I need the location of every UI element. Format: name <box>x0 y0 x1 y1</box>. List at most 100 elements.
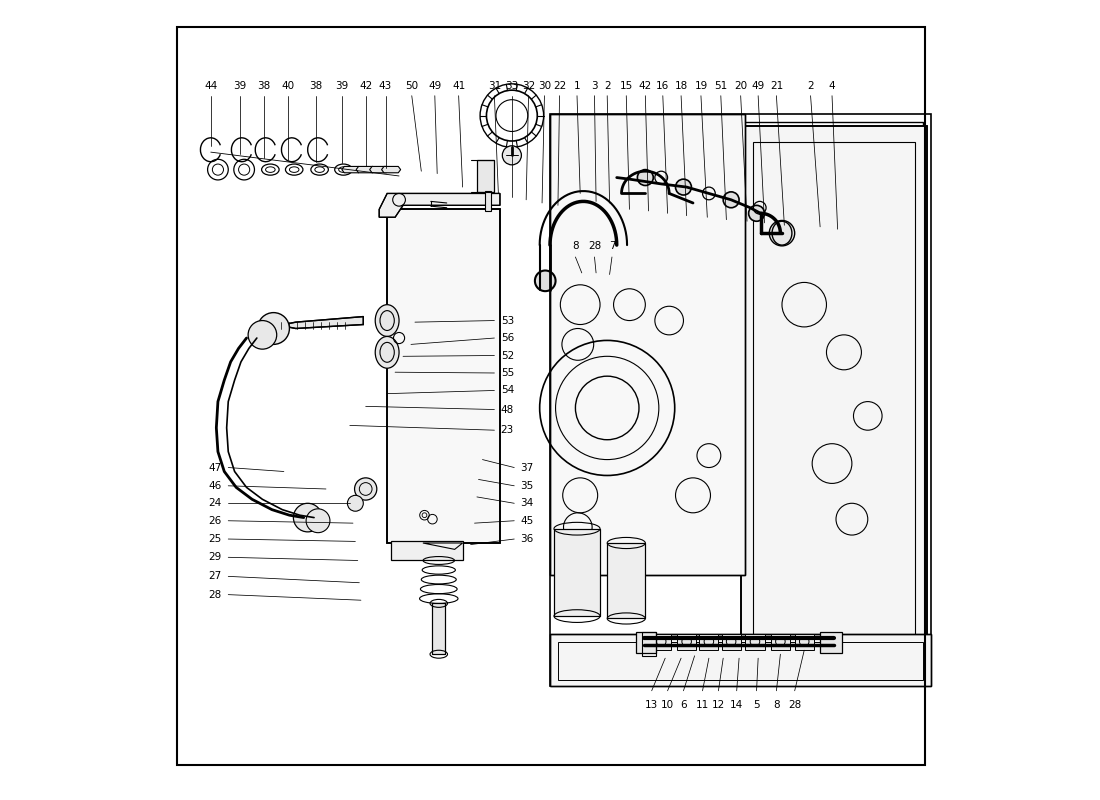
Text: 27: 27 <box>209 571 222 582</box>
Text: 42: 42 <box>639 81 652 91</box>
Circle shape <box>637 170 653 186</box>
Text: 2: 2 <box>807 81 814 91</box>
Text: 31: 31 <box>487 81 500 91</box>
Bar <box>550 114 745 574</box>
Text: 47: 47 <box>209 462 222 473</box>
Bar <box>432 602 446 654</box>
Bar <box>554 529 601 616</box>
Text: 20: 20 <box>734 81 747 91</box>
Polygon shape <box>379 194 499 218</box>
Text: 38: 38 <box>309 81 322 91</box>
Text: 37: 37 <box>520 462 534 473</box>
Bar <box>558 122 923 194</box>
Circle shape <box>306 509 330 533</box>
Bar <box>392 541 463 561</box>
Bar <box>636 632 656 653</box>
Text: 38: 38 <box>257 81 271 91</box>
Text: 32: 32 <box>521 81 536 91</box>
Text: 55: 55 <box>500 368 514 378</box>
Bar <box>746 634 764 650</box>
Text: 25: 25 <box>209 534 222 544</box>
Bar <box>550 634 932 686</box>
Bar <box>740 126 927 682</box>
Text: 14: 14 <box>730 700 744 710</box>
Bar <box>387 210 499 543</box>
Text: 49: 49 <box>428 81 441 91</box>
Circle shape <box>348 495 363 511</box>
Bar <box>752 142 915 670</box>
Text: 11: 11 <box>696 700 710 710</box>
Text: 22: 22 <box>553 81 566 91</box>
Circle shape <box>257 313 289 344</box>
Bar <box>821 632 843 653</box>
Text: 54: 54 <box>500 386 514 395</box>
Bar <box>740 126 927 682</box>
Text: 7: 7 <box>608 241 615 250</box>
Polygon shape <box>370 166 388 173</box>
Circle shape <box>749 206 764 222</box>
Circle shape <box>769 221 794 246</box>
Circle shape <box>723 192 739 208</box>
Text: 50: 50 <box>405 81 418 91</box>
Bar <box>387 210 499 543</box>
Polygon shape <box>382 166 400 173</box>
Text: 5: 5 <box>754 700 760 710</box>
Text: 8: 8 <box>773 700 780 710</box>
Bar <box>607 543 646 618</box>
Bar <box>651 634 671 650</box>
Circle shape <box>249 321 277 349</box>
Text: 2: 2 <box>604 81 611 91</box>
Bar <box>554 529 601 616</box>
Text: 29: 29 <box>209 552 222 562</box>
Text: 3: 3 <box>591 81 597 91</box>
Text: 36: 36 <box>520 534 534 544</box>
Bar <box>771 634 790 650</box>
Circle shape <box>535 270 556 291</box>
Circle shape <box>354 478 377 500</box>
Text: 52: 52 <box>500 350 514 361</box>
Polygon shape <box>342 166 361 173</box>
Text: 28: 28 <box>209 590 222 600</box>
Text: 18: 18 <box>674 81 688 91</box>
Text: 12: 12 <box>712 700 725 710</box>
Polygon shape <box>279 317 363 329</box>
Text: 43: 43 <box>378 81 393 91</box>
Text: 10: 10 <box>661 700 674 710</box>
Text: 42: 42 <box>359 81 372 91</box>
Text: 6: 6 <box>680 700 686 710</box>
Text: 30: 30 <box>538 81 551 91</box>
Text: 28: 28 <box>788 700 801 710</box>
Bar <box>550 114 745 574</box>
Text: 24: 24 <box>209 498 222 508</box>
Text: 16: 16 <box>657 81 670 91</box>
Text: 53: 53 <box>500 315 514 326</box>
Text: 45: 45 <box>520 516 534 526</box>
Text: 39: 39 <box>336 81 349 91</box>
Text: 46: 46 <box>209 481 222 490</box>
Bar <box>550 114 932 686</box>
Polygon shape <box>356 166 375 173</box>
Text: 21: 21 <box>770 81 783 91</box>
Ellipse shape <box>375 305 399 337</box>
Text: 49: 49 <box>751 81 764 91</box>
Circle shape <box>294 503 322 532</box>
Text: 56: 56 <box>500 333 514 343</box>
Text: 41: 41 <box>452 81 465 91</box>
Bar <box>642 632 657 656</box>
Bar <box>722 634 740 650</box>
Text: 39: 39 <box>233 81 246 91</box>
Text: 1: 1 <box>574 81 581 91</box>
Bar <box>477 160 494 192</box>
Text: 35: 35 <box>520 481 534 490</box>
Circle shape <box>675 179 692 195</box>
Text: 19: 19 <box>694 81 707 91</box>
Text: 51: 51 <box>714 81 727 91</box>
Text: 15: 15 <box>619 81 632 91</box>
Text: 34: 34 <box>520 498 534 508</box>
Text: 44: 44 <box>205 81 218 91</box>
Text: 8: 8 <box>572 241 579 250</box>
Text: 40: 40 <box>282 81 295 91</box>
Ellipse shape <box>375 337 399 368</box>
Text: 13: 13 <box>645 700 658 710</box>
Bar <box>678 634 696 650</box>
